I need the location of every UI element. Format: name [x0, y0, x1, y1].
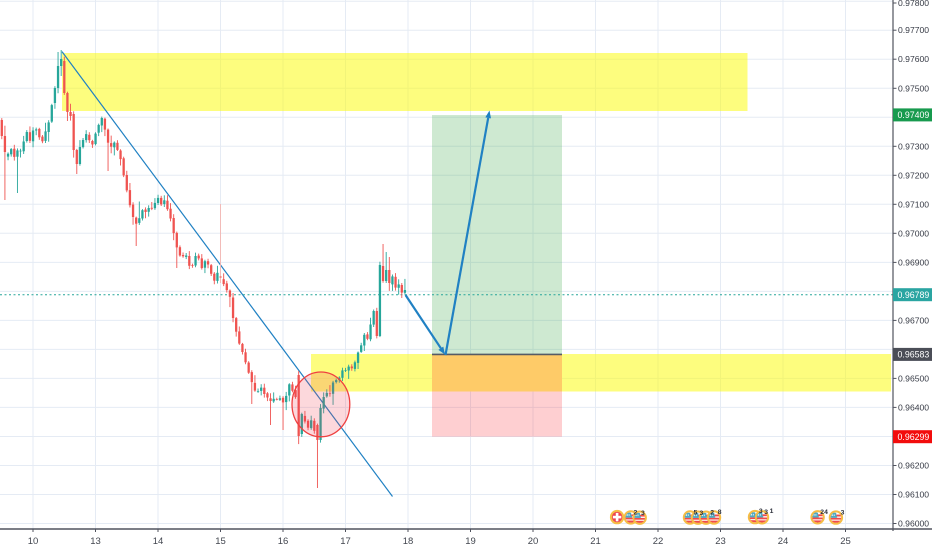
svg-text:0.96200: 0.96200 [898, 461, 929, 471]
svg-text:0.96299: 0.96299 [898, 432, 930, 442]
svg-text:0.97300: 0.97300 [898, 141, 929, 151]
svg-text:8: 8 [718, 509, 722, 516]
svg-text:17: 17 [340, 536, 351, 547]
svg-text:0.97409: 0.97409 [898, 110, 930, 120]
svg-text:0.97700: 0.97700 [898, 25, 929, 35]
svg-text:0.96400: 0.96400 [898, 402, 929, 412]
svg-text:0.96583: 0.96583 [898, 350, 930, 360]
svg-text:13: 13 [90, 536, 101, 547]
svg-text:0.97100: 0.97100 [898, 199, 929, 209]
svg-text:0.97600: 0.97600 [898, 54, 929, 64]
svg-text:0.96900: 0.96900 [898, 257, 929, 267]
svg-text:0.96500: 0.96500 [898, 373, 929, 383]
svg-text:23: 23 [715, 536, 726, 547]
svg-text:3: 3 [700, 510, 704, 517]
svg-text:1: 1 [770, 508, 774, 515]
svg-text:25: 25 [840, 536, 851, 547]
svg-text:3: 3 [641, 510, 645, 517]
svg-text:3: 3 [764, 509, 768, 516]
svg-text:0.96789: 0.96789 [898, 290, 930, 300]
svg-text:14: 14 [153, 536, 164, 547]
svg-text:2: 2 [634, 510, 638, 517]
svg-text:20: 20 [528, 536, 539, 547]
svg-text:0.96000: 0.96000 [898, 519, 929, 529]
svg-text:22: 22 [653, 536, 664, 547]
svg-text:21: 21 [590, 536, 601, 547]
svg-text:16: 16 [278, 536, 289, 547]
svg-text:0.96100: 0.96100 [898, 490, 929, 500]
svg-text:5: 5 [694, 509, 698, 516]
svg-text:0.97800: 0.97800 [898, 0, 929, 8]
svg-text:0.97500: 0.97500 [898, 83, 929, 93]
svg-text:24: 24 [778, 536, 789, 547]
svg-text:15: 15 [215, 536, 226, 547]
svg-text:18: 18 [403, 536, 414, 547]
svg-text:3: 3 [759, 508, 763, 515]
svg-text:24: 24 [820, 509, 828, 516]
svg-text:19: 19 [465, 536, 476, 547]
svg-text:10: 10 [28, 536, 39, 547]
svg-text:2: 2 [710, 510, 714, 517]
svg-text:0.97200: 0.97200 [898, 170, 929, 180]
svg-text:0.97000: 0.97000 [898, 228, 929, 238]
svg-text:0.96700: 0.96700 [898, 315, 929, 325]
svg-text:3: 3 [841, 509, 845, 516]
